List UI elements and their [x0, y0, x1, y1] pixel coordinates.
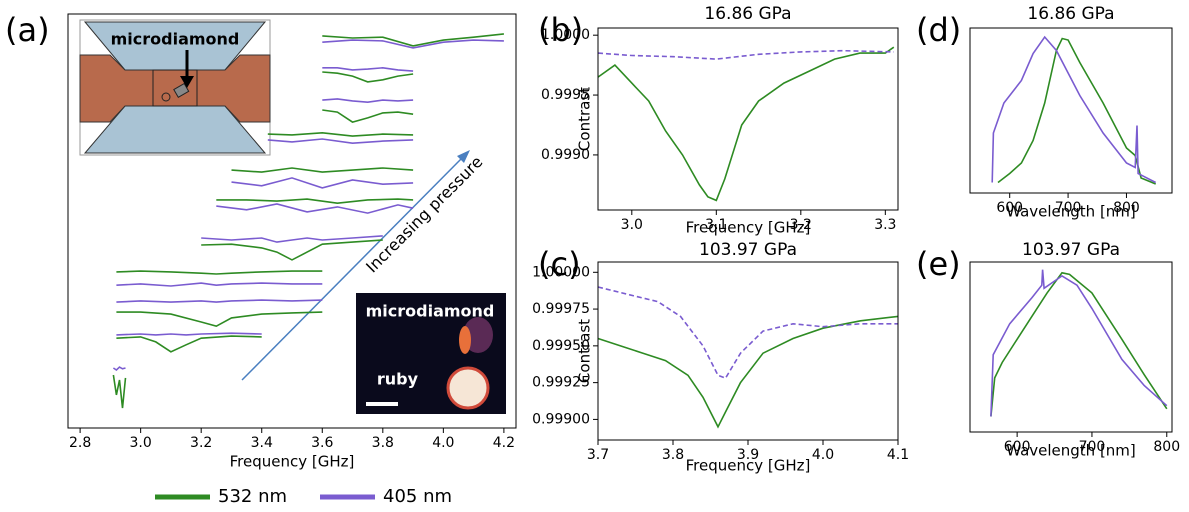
x-tick-label: 800	[1113, 200, 1140, 216]
plot-frame	[67, 13, 517, 429]
x-axis-label: Frequency [GHz]	[230, 453, 355, 471]
x-tick-label: 3.4	[251, 435, 273, 451]
series-line	[231, 177, 414, 189]
series-line	[116, 270, 323, 275]
x-tick-label: 3.8	[372, 435, 394, 451]
y-axis-label: Contrast	[576, 87, 594, 151]
series-line	[322, 71, 414, 83]
x-tick-label: 800	[1153, 439, 1180, 455]
x-axis-label: Wavelength [nm]	[1006, 442, 1136, 460]
series-line	[267, 138, 414, 145]
x-tick-label: 4.1	[887, 447, 909, 463]
y-tick-label: 1.00000	[532, 264, 590, 280]
y-tick-label: 0.99900	[532, 411, 590, 427]
y-tick-label: 0.9995	[541, 87, 590, 103]
panel-label: (c)	[538, 245, 581, 283]
chart-title: 16.86 GPa	[704, 4, 791, 24]
pressure-arrowhead	[457, 150, 470, 163]
plot-frame	[969, 261, 1173, 433]
x-tick-label: 3.9	[737, 447, 759, 463]
series-line	[112, 374, 127, 409]
x-tick-label: 3.2	[190, 435, 212, 451]
series-line	[597, 315, 899, 429]
series-line	[216, 203, 414, 214]
x-tick-label: 600	[996, 200, 1023, 216]
x-tick-label: 600	[1004, 439, 1031, 455]
x-tick-label: 4.2	[493, 435, 515, 451]
x-tick-label: 4.0	[812, 447, 834, 463]
series-line	[116, 332, 262, 336]
inset-label: microdiamond	[366, 302, 495, 321]
series-line	[990, 269, 1168, 417]
x-tick-label: 3.7	[587, 447, 609, 463]
x-axis-label: Frequency [GHz]	[686, 219, 811, 237]
legend-label: 405 nm	[383, 486, 452, 507]
x-tick-label: 3.6	[311, 435, 333, 451]
inset-label: ruby	[377, 370, 419, 389]
plot-frame	[597, 261, 899, 441]
x-tick-label: 700	[1079, 439, 1106, 455]
series-line	[116, 311, 323, 328]
y-tick-label: 0.99925	[532, 375, 590, 391]
series-line	[201, 239, 383, 261]
annotation: Increasing pressure	[362, 152, 486, 276]
x-tick-label: 3.0	[130, 435, 152, 451]
series-line	[597, 286, 898, 380]
x-tick-label: 3.8	[662, 447, 684, 463]
chart-title: 16.86 GPa	[1027, 4, 1114, 24]
legend-label: 532 nm	[218, 486, 287, 507]
y-tick-label: 1.0000	[541, 27, 590, 43]
panel-label: (e)	[916, 245, 961, 283]
series-line	[116, 282, 323, 287]
series-line	[322, 33, 504, 47]
series-line	[231, 167, 414, 173]
x-tick-label: 3.2	[790, 217, 812, 233]
series-line	[267, 131, 414, 137]
series-line	[997, 37, 1157, 185]
x-axis-label: Wavelength [nm]	[1006, 203, 1136, 221]
x-tick-label: 3.0	[621, 217, 643, 233]
series-line	[322, 109, 414, 123]
series-line	[322, 98, 414, 104]
chart-title: 103.97 GPa	[699, 240, 797, 260]
series-line	[201, 235, 383, 243]
x-axis-label: Frequency [GHz]	[686, 457, 811, 475]
panel-label: (b)	[538, 11, 583, 49]
series-line	[597, 49, 894, 60]
x-tick-label: 2.8	[69, 435, 91, 451]
plot-frame	[597, 27, 899, 211]
y-tick-label: 0.9990	[541, 147, 590, 163]
series-line	[991, 35, 1157, 184]
y-tick-label: 0.99950	[532, 338, 590, 354]
inset-label: microdiamond	[111, 30, 240, 49]
series-line	[322, 66, 414, 72]
x-tick-label: 3.1	[705, 217, 727, 233]
plot-frame	[969, 27, 1173, 194]
y-tick-label: 0.99975	[532, 301, 590, 317]
series-line	[322, 39, 504, 49]
series-line	[112, 366, 126, 372]
fluorescence-image: microdiamond ruby	[356, 293, 506, 414]
chart-title: 103.97 GPa	[1022, 240, 1120, 260]
x-tick-label: 700	[1055, 200, 1082, 216]
cell-schematic: microdiamond	[79, 19, 271, 156]
series-line	[116, 335, 262, 353]
pressure-arrow	[241, 157, 463, 381]
panel-label: (a)	[5, 11, 50, 49]
series-line	[216, 198, 414, 205]
x-tick-label: 3.3	[874, 217, 896, 233]
panel-label: (d)	[916, 11, 961, 49]
series-line	[990, 271, 1168, 417]
series-line	[597, 46, 895, 202]
x-tick-label: 4.0	[432, 435, 454, 451]
series-line	[116, 299, 323, 303]
y-axis-label: Contrast	[576, 319, 594, 383]
